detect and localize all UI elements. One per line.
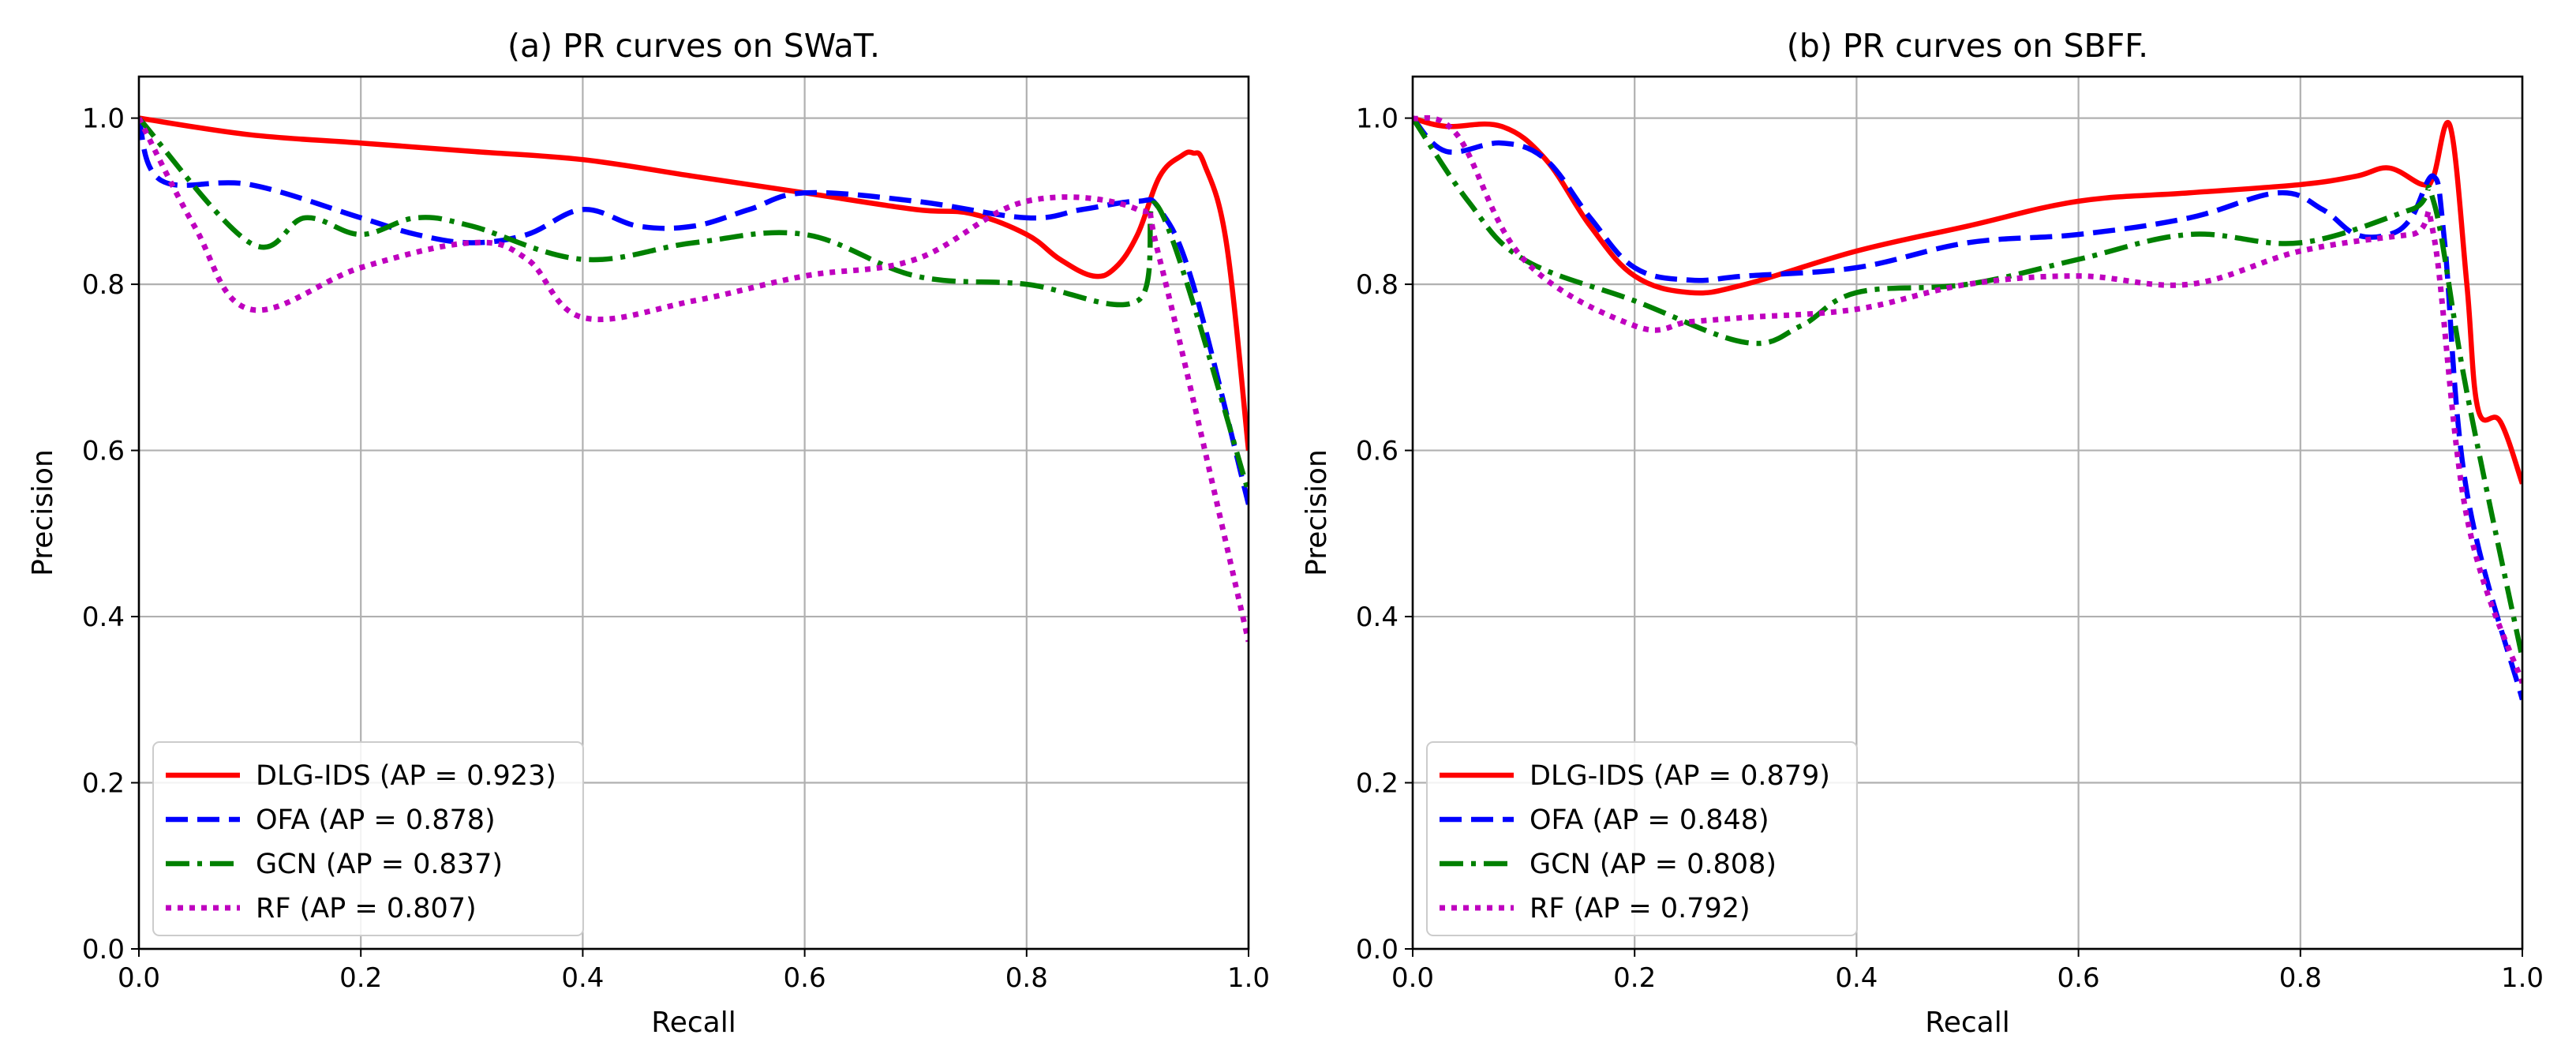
axes-frame xyxy=(1411,75,2524,950)
x-axis-label: Recall xyxy=(651,1007,736,1039)
x-tick-label: 0.6 xyxy=(2057,962,2100,994)
y-tick-label: 0.0 xyxy=(82,934,125,965)
legend: DLG-IDS (AP = 0.879) OFA (AP = 0.848) GCN … xyxy=(1426,741,1858,936)
legend-label: GCN (AP = 0.808) xyxy=(1530,849,1777,880)
x-tick-label: 1.0 xyxy=(1227,962,1270,994)
legend-box xyxy=(1426,741,1858,936)
x-tick-label: 0.8 xyxy=(2279,962,2322,994)
y-tick-label: 0.8 xyxy=(82,269,125,301)
legend: DLG-IDS (AP = 0.923) OFA (AP = 0.878) GCN … xyxy=(152,741,584,936)
y-tick-label: 1.0 xyxy=(82,103,125,135)
x-tick-label: 0.2 xyxy=(339,962,382,994)
series-line-dlg-ids xyxy=(139,115,1249,451)
y-tick-label: 0.0 xyxy=(1356,934,1398,965)
legend-label: OFA (AP = 0.848) xyxy=(1530,804,1769,836)
y-tick-label: 0.4 xyxy=(82,602,125,633)
series-line-ofa xyxy=(139,117,1249,505)
x-tick-label: 0.8 xyxy=(1005,962,1048,994)
y-tick-label: 1.0 xyxy=(1356,103,1398,135)
legend-label: RF (AP = 0.807) xyxy=(256,893,477,924)
x-tick-label: 1.0 xyxy=(2501,962,2544,994)
legend-box xyxy=(152,741,584,936)
series-line-rf xyxy=(139,116,1249,643)
series-line-ofa xyxy=(1413,116,2522,701)
y-tick-label: 0.6 xyxy=(82,436,125,467)
series-line-dlg-ids xyxy=(1413,115,2522,485)
x-tick-label: 0.6 xyxy=(784,962,826,994)
y-tick-label: 0.6 xyxy=(1356,436,1398,467)
swat-pr-panel: 0.0 0.2 0.4 0.6 0.8 1.0 0.0 0.2 0.4 0.6 0.8 1.0 (a) … xyxy=(27,27,1270,1039)
axes-frame xyxy=(137,75,1250,950)
legend-label: GCN (AP = 0.837) xyxy=(256,849,503,880)
x-tick-label: 0.0 xyxy=(1391,962,1434,994)
series-line-rf xyxy=(1413,114,2522,684)
x-tick-label: 0.4 xyxy=(561,962,604,994)
x-tick-label: 0.4 xyxy=(1835,962,1878,994)
y-axis-label: Precision xyxy=(27,449,59,576)
y-tick-label: 0.2 xyxy=(82,768,125,800)
series-line-gcn xyxy=(139,116,1249,493)
y-axis-label: Precision xyxy=(1301,449,1333,576)
legend-label: OFA (AP = 0.878) xyxy=(256,804,496,836)
y-tick-label: 0.4 xyxy=(1356,602,1398,633)
x-tick-label: 0.2 xyxy=(1613,962,1656,994)
series-line-gcn xyxy=(1413,116,2522,659)
y-tick-label: 0.2 xyxy=(1356,768,1398,800)
legend-label: DLG-IDS (AP = 0.923) xyxy=(256,760,556,792)
y-tick-label: 0.8 xyxy=(1356,269,1398,301)
chart-title: (a) PR curves on SWaT. xyxy=(507,27,880,65)
x-axis-label: Recall xyxy=(1925,1007,2009,1039)
chart-title: (b) PR curves on SBFF. xyxy=(1787,27,2148,65)
legend-label: RF (AP = 0.792) xyxy=(1530,893,1750,924)
x-tick-label: 0.0 xyxy=(118,962,160,994)
legend-label: DLG-IDS (AP = 0.879) xyxy=(1530,760,1830,792)
sbff-pr-panel: 0.0 0.2 0.4 0.6 0.8 1.0 0.0 0.2 0.4 0.6 0.8 1.0 (b) … xyxy=(1301,27,2544,1039)
